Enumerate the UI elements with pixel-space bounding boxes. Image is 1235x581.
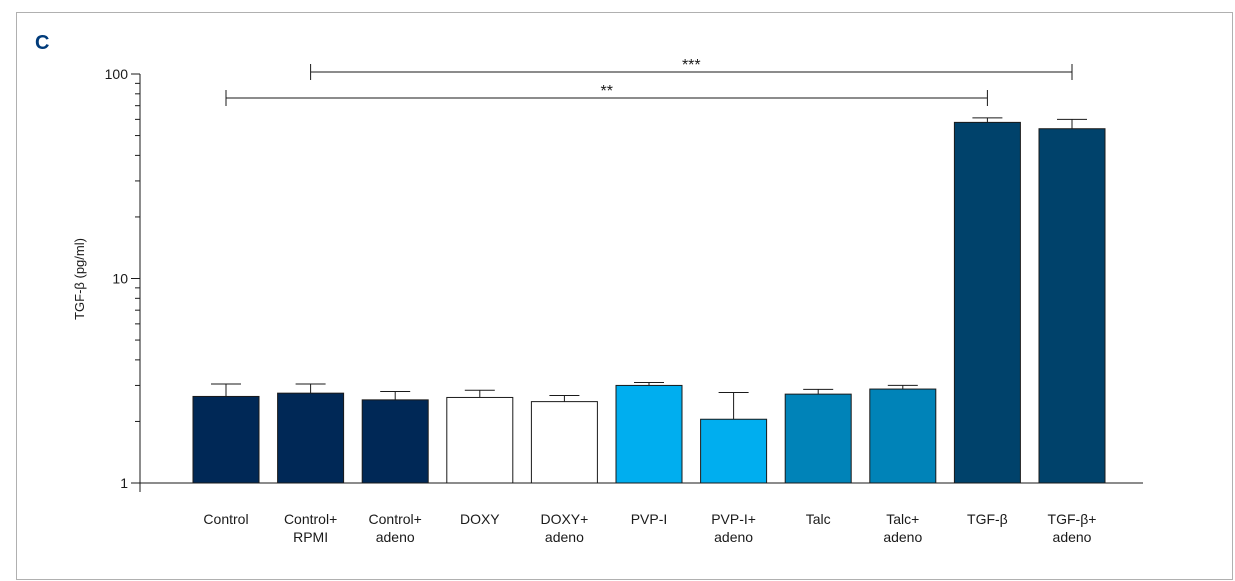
x-tick-label: TGF-β [967, 511, 1008, 527]
y-tick-label: 100 [105, 66, 129, 82]
x-tick-labels: Control Control+ RPMI Control+ adeno DOXY DOXY… [203, 511, 1096, 545]
bar [361, 399, 429, 484]
x-tick-label: PVP-I+ adeno [711, 511, 756, 545]
x-tick-label: Control+ adeno [369, 511, 422, 545]
bar [192, 395, 260, 484]
panel-label: C [35, 32, 50, 54]
x-tick-label: PVP-I [631, 511, 668, 527]
bar [530, 401, 598, 484]
x-tick-label: DOXY+ adeno [540, 511, 588, 545]
bar [1038, 128, 1106, 484]
significance-label: ** [600, 83, 612, 100]
significance-label: *** [682, 57, 701, 74]
significance-brackets: ***** [225, 57, 1073, 106]
bars [192, 121, 1106, 484]
y-axis-label: TGF-β (pg/ml) [72, 238, 87, 320]
bar [953, 121, 1021, 484]
bar [700, 418, 768, 484]
x-tick-label: Control [203, 511, 248, 527]
x-tick-label: Talc+ adeno [883, 511, 922, 545]
figure-frame [16, 12, 1233, 580]
x-tick-label: Talc [806, 511, 831, 527]
x-tick-label: DOXY [460, 511, 500, 527]
bar [277, 392, 345, 484]
y-tick-label: 10 [112, 271, 128, 287]
error-bars [211, 117, 1087, 420]
x-tick-label: Control+ RPMI [284, 511, 337, 545]
y-tick-label: 1 [120, 475, 128, 491]
bar [615, 384, 683, 484]
bar [784, 393, 852, 484]
bar [869, 388, 937, 484]
bar [446, 396, 514, 484]
x-tick-label: TGF-β+ adeno [1048, 511, 1097, 545]
